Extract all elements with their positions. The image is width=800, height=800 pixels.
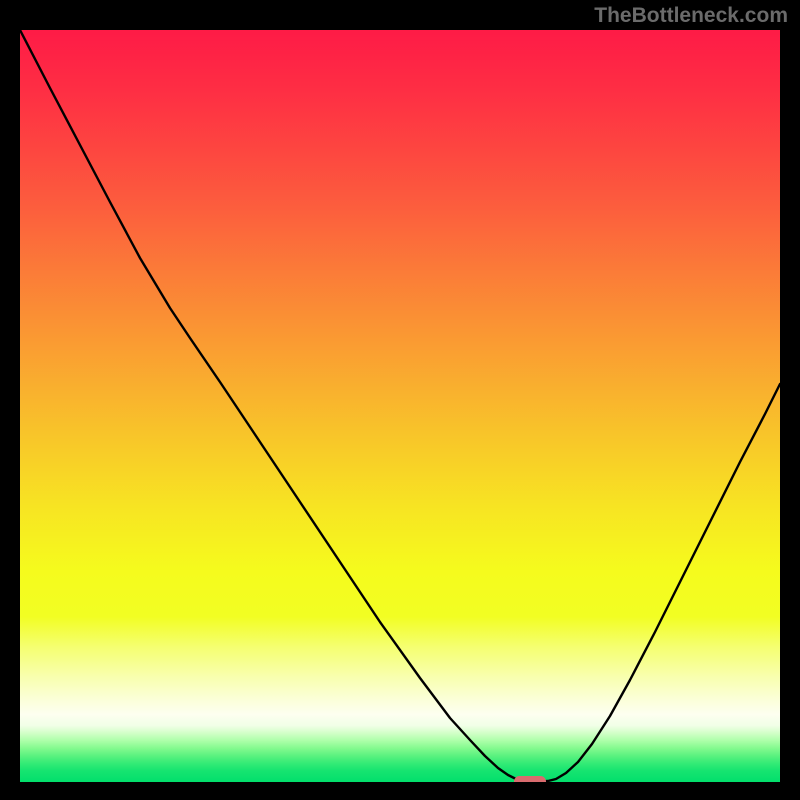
gradient-background	[20, 30, 780, 782]
chart-svg	[20, 30, 780, 782]
plot-area	[20, 30, 780, 782]
watermark-text: TheBottleneck.com	[594, 4, 788, 28]
minimum-marker	[514, 776, 546, 782]
chart-frame: TheBottleneck.com	[0, 0, 800, 800]
